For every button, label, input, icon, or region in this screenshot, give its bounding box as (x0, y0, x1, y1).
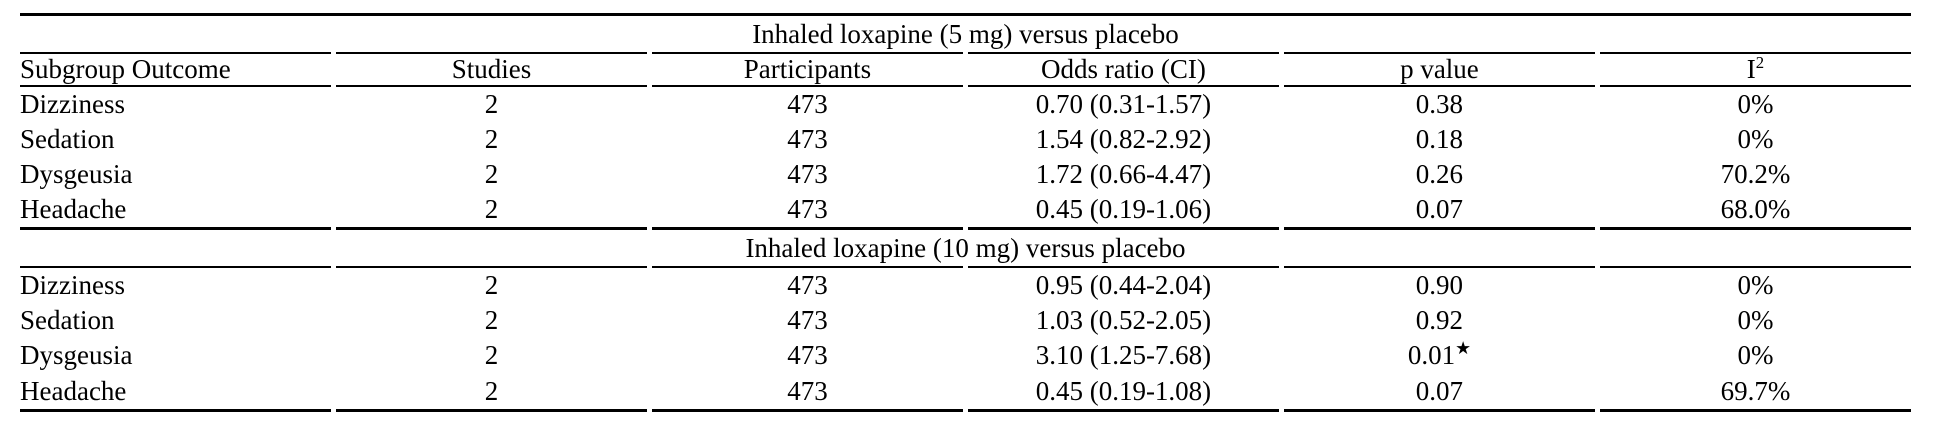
i-squared-base: I (1746, 54, 1756, 84)
participants-cell: 473 (651, 192, 963, 230)
i-squared-cell: 70.2% (1720, 159, 1791, 189)
participants-cell: 473 (651, 266, 963, 303)
significance-star-icon: ★ (1455, 338, 1472, 359)
i-squared-cell: 69.7% (1599, 373, 1911, 412)
col-header-p-value: p value (1283, 52, 1595, 87)
studies-cell: 2 (335, 192, 647, 230)
participants-cell: 473 (787, 124, 828, 154)
i-squared-cell: 0% (1737, 305, 1774, 335)
odds-ratio-cell: 0.95 (0.44-2.04) (967, 266, 1279, 303)
table-row-10mg-headache: Headache 2 473 0.45 (0.19-1.08) 0.07 69.… (20, 373, 1911, 412)
table-row-5mg-sedation: Sedation 2 473 1.54 (0.82-2.92) 0.18 0% (20, 122, 1911, 157)
studies-cell: 2 (335, 266, 647, 303)
table-row-5mg-dizziness: Dizziness 2 473 0.70 (0.31-1.57) 0.38 0% (20, 87, 1911, 122)
participants-cell: 473 (787, 340, 828, 370)
studies-cell: 2 (484, 305, 499, 335)
odds-ratio-cell: 1.03 (0.52-2.05) (1035, 305, 1212, 335)
col-header-studies: Studies (335, 52, 647, 87)
p-value-cell: 0.07 (1283, 192, 1595, 230)
studies-cell: 2 (484, 124, 499, 154)
section-title-row-10mg: Inhaled loxapine (10 mg) versus placebo (20, 230, 1911, 266)
table-row-5mg-headache: Headache 2 473 0.45 (0.19-1.06) 0.07 68.… (20, 192, 1911, 230)
outcome-cell: Dysgeusia (20, 340, 133, 370)
p-value-cell: 0.90 (1283, 266, 1595, 303)
section-title-row-5mg: Inhaled loxapine (5 mg) versus placebo (20, 13, 1911, 52)
i-squared-cell: 0% (1599, 266, 1911, 303)
p-value-cell: 0.26 (1415, 159, 1464, 189)
outcome-cell: Sedation (20, 124, 115, 154)
p-value-cell: 0.92 (1415, 305, 1464, 335)
col-header-odds-ratio: Odds ratio (CI) (967, 52, 1279, 87)
participants-cell: 473 (787, 305, 828, 335)
outcome-cell: Sedation (20, 305, 115, 335)
i-squared-cell: 68.0% (1599, 192, 1911, 230)
studies-cell: 2 (335, 373, 647, 412)
i-squared-cell: 0% (1737, 124, 1774, 154)
participants-cell: 473 (651, 373, 963, 412)
i-squared-cell: 0% (1737, 89, 1774, 119)
i-squared-cell: 0% (1737, 340, 1774, 370)
odds-ratio-cell: 0.45 (0.19-1.08) (967, 373, 1279, 412)
p-value-cell: 0.18 (1415, 124, 1464, 154)
col-header-subgroup-outcome: Subgroup Outcome (20, 52, 331, 87)
header-row: Subgroup Outcome Studies Participants Od… (20, 52, 1911, 87)
section-title-5mg: Inhaled loxapine (5 mg) versus placebo (20, 13, 1911, 52)
p-value-cell: 0.07 (1283, 373, 1595, 412)
p-value-cell: 0.38 (1415, 89, 1464, 119)
section-title-10mg: Inhaled loxapine (10 mg) versus placebo (745, 232, 1186, 263)
adverse-events-table: Inhaled loxapine (5 mg) versus placebo S… (15, 13, 1916, 412)
p-value-text: 0.01 (1407, 340, 1456, 370)
odds-ratio-cell: 0.45 (0.19-1.06) (967, 192, 1279, 230)
col-header-i-squared: I2 (1599, 52, 1911, 87)
outcome-cell: Headache (20, 192, 331, 230)
outcome-cell: Dysgeusia (20, 159, 133, 189)
outcome-cell: Dizziness (20, 89, 125, 119)
odds-ratio-cell: 1.54 (0.82-2.92) (1035, 124, 1212, 154)
outcome-cell: Dizziness (20, 266, 331, 303)
studies-cell: 2 (484, 340, 499, 370)
studies-cell: 2 (484, 159, 499, 189)
table-row-10mg-sedation: Sedation 2 473 1.03 (0.52-2.05) 0.92 0% (20, 303, 1911, 338)
odds-ratio-cell: 1.72 (0.66-4.47) (1035, 159, 1212, 189)
participants-cell: 473 (787, 89, 828, 119)
i-squared-superscript: 2 (1755, 53, 1765, 72)
odds-ratio-cell: 3.10 (1.25-7.68) (1035, 340, 1212, 370)
outcome-cell: Headache (20, 373, 331, 412)
table-row-10mg-dysgeusia: Dysgeusia 2 473 3.10 (1.25-7.68) 0.01★ 0… (20, 338, 1911, 373)
p-value-cell: 0.01★ (1284, 338, 1595, 373)
studies-cell: 2 (484, 89, 499, 119)
col-header-participants: Participants (651, 52, 963, 87)
table-row-5mg-dysgeusia: Dysgeusia 2 473 1.72 (0.66-4.47) 0.26 70… (20, 157, 1911, 192)
odds-ratio-cell: 0.70 (0.31-1.57) (1035, 89, 1212, 119)
participants-cell: 473 (787, 159, 828, 189)
table-row-10mg-dizziness: Dizziness 2 473 0.95 (0.44-2.04) 0.90 0% (20, 266, 1911, 303)
